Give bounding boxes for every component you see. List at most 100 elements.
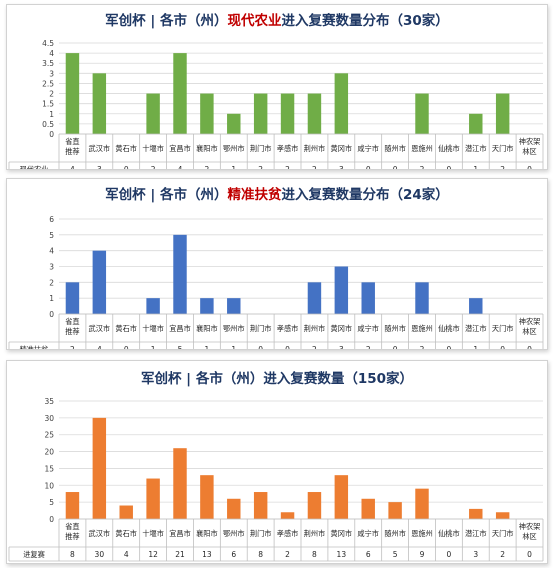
category-label: 鄂州市 xyxy=(223,529,245,538)
chart-title: 军创杯 | 各市（州）精准扶贫进入复赛数量分布（24家） xyxy=(105,186,449,203)
y-tick-label: 35 xyxy=(44,397,54,406)
series-name: 现代农业 xyxy=(20,165,49,169)
bar xyxy=(307,492,322,519)
y-tick-label: 0 xyxy=(49,310,54,319)
category-label: 推荐 xyxy=(65,327,79,336)
category-label: 荆门市 xyxy=(250,324,272,333)
y-tick-label: 5 xyxy=(49,231,54,240)
data-value: 30 xyxy=(95,550,105,559)
data-value: 4 xyxy=(124,550,129,559)
category-label: 十堰市 xyxy=(142,324,164,333)
data-value: 9 xyxy=(420,550,425,559)
bar xyxy=(200,298,214,314)
bar xyxy=(495,512,510,519)
data-value: 0 xyxy=(285,345,290,349)
category-label: 襄阳市 xyxy=(196,324,218,333)
data-value: 0 xyxy=(446,550,451,559)
data-value: 2 xyxy=(151,165,156,169)
data-value: 13 xyxy=(337,550,347,559)
data-value: 2 xyxy=(500,550,505,559)
bar xyxy=(119,505,133,519)
bar xyxy=(227,113,241,134)
chart-poverty: 军创杯 | 各市（州）精准扶贫进入复赛数量分布（24家）0123456省直推荐武… xyxy=(8,186,544,357)
y-tick-label: 2 xyxy=(49,90,54,99)
category-label: 黄冈市 xyxy=(331,324,353,333)
data-value: 21 xyxy=(175,550,185,559)
y-tick-label: 4 xyxy=(49,49,54,58)
bar xyxy=(173,234,187,314)
series-name: 进复赛 xyxy=(23,550,45,559)
y-tick-label: 20 xyxy=(44,448,54,457)
chart-title: 军创杯 | 各市（州）进入复赛数量（150家） xyxy=(141,370,413,387)
category-label: 恩施州 xyxy=(411,324,433,333)
category-label: 仙桃市 xyxy=(438,529,460,538)
y-tick-label: 4.5 xyxy=(42,39,54,48)
y-tick-label: 1 xyxy=(49,294,54,303)
bar xyxy=(253,492,268,519)
y-tick-label: 10 xyxy=(44,481,54,490)
category-label: 十堰市 xyxy=(142,144,164,153)
category-label: 孝感市 xyxy=(277,529,299,538)
data-value: 0 xyxy=(527,550,532,559)
y-tick-label: 4 xyxy=(49,247,54,256)
data-value: 8 xyxy=(258,550,263,559)
bar xyxy=(280,512,295,519)
bar xyxy=(92,250,107,314)
data-value: 1 xyxy=(473,165,478,169)
category-label: 神农架 xyxy=(519,137,541,146)
data-value: 4 xyxy=(97,345,102,349)
y-tick-label: 6 xyxy=(49,215,54,224)
category-label: 黄冈市 xyxy=(331,529,353,538)
bar xyxy=(65,282,80,314)
chart-title-part: 现代农业 xyxy=(228,12,282,29)
bar xyxy=(280,93,295,134)
chart-title-part: 精准扶贫 xyxy=(228,186,282,203)
category-label: 省直 xyxy=(65,522,79,531)
bar xyxy=(361,282,375,314)
category-label: 推荐 xyxy=(65,532,79,541)
data-value: 13 xyxy=(202,550,212,559)
category-label: 孝感市 xyxy=(277,144,299,153)
category-label: 林区 xyxy=(522,327,536,336)
series-name: 精准扶贫 xyxy=(20,345,49,349)
bar xyxy=(173,448,187,519)
category-label: 宜昌市 xyxy=(169,144,191,153)
data-value: 2 xyxy=(70,345,75,349)
bar xyxy=(361,498,375,519)
data-value: 3 xyxy=(473,550,478,559)
data-value: 2 xyxy=(420,165,425,169)
category-label: 鄂州市 xyxy=(223,144,245,153)
data-value: 8 xyxy=(70,550,75,559)
bar xyxy=(92,73,107,134)
category-label: 孝感市 xyxy=(277,324,299,333)
y-tick-label: 15 xyxy=(44,464,54,473)
data-value: 0 xyxy=(500,345,505,349)
data-value: 1 xyxy=(151,345,156,349)
category-label: 黄石市 xyxy=(115,529,137,538)
chart-title-part: 军创杯 | 各市（州） xyxy=(105,12,227,29)
bar xyxy=(200,475,214,519)
data-value: 1 xyxy=(231,165,236,169)
category-label: 推荐 xyxy=(65,147,79,156)
category-label: 天门市 xyxy=(492,529,514,538)
data-value: 6 xyxy=(366,550,371,559)
data-value: 0 xyxy=(446,165,451,169)
bar xyxy=(92,417,107,519)
data-value: 4 xyxy=(178,165,183,169)
bar xyxy=(388,502,402,519)
y-tick-label: 25 xyxy=(44,431,54,440)
data-value: 2 xyxy=(204,165,209,169)
bar xyxy=(334,266,349,314)
bar xyxy=(334,73,349,134)
data-value: 3 xyxy=(339,165,344,169)
category-label: 宜昌市 xyxy=(169,529,191,538)
y-tick-label: 3 xyxy=(49,263,54,272)
y-tick-label: 2 xyxy=(49,278,54,287)
data-value: 0 xyxy=(527,165,532,169)
data-value: 6 xyxy=(231,550,236,559)
bar xyxy=(146,478,160,519)
category-label: 随州市 xyxy=(384,324,406,333)
category-label: 咸宁市 xyxy=(357,529,379,538)
data-value: 1 xyxy=(231,345,236,349)
data-value: 0 xyxy=(366,165,371,169)
